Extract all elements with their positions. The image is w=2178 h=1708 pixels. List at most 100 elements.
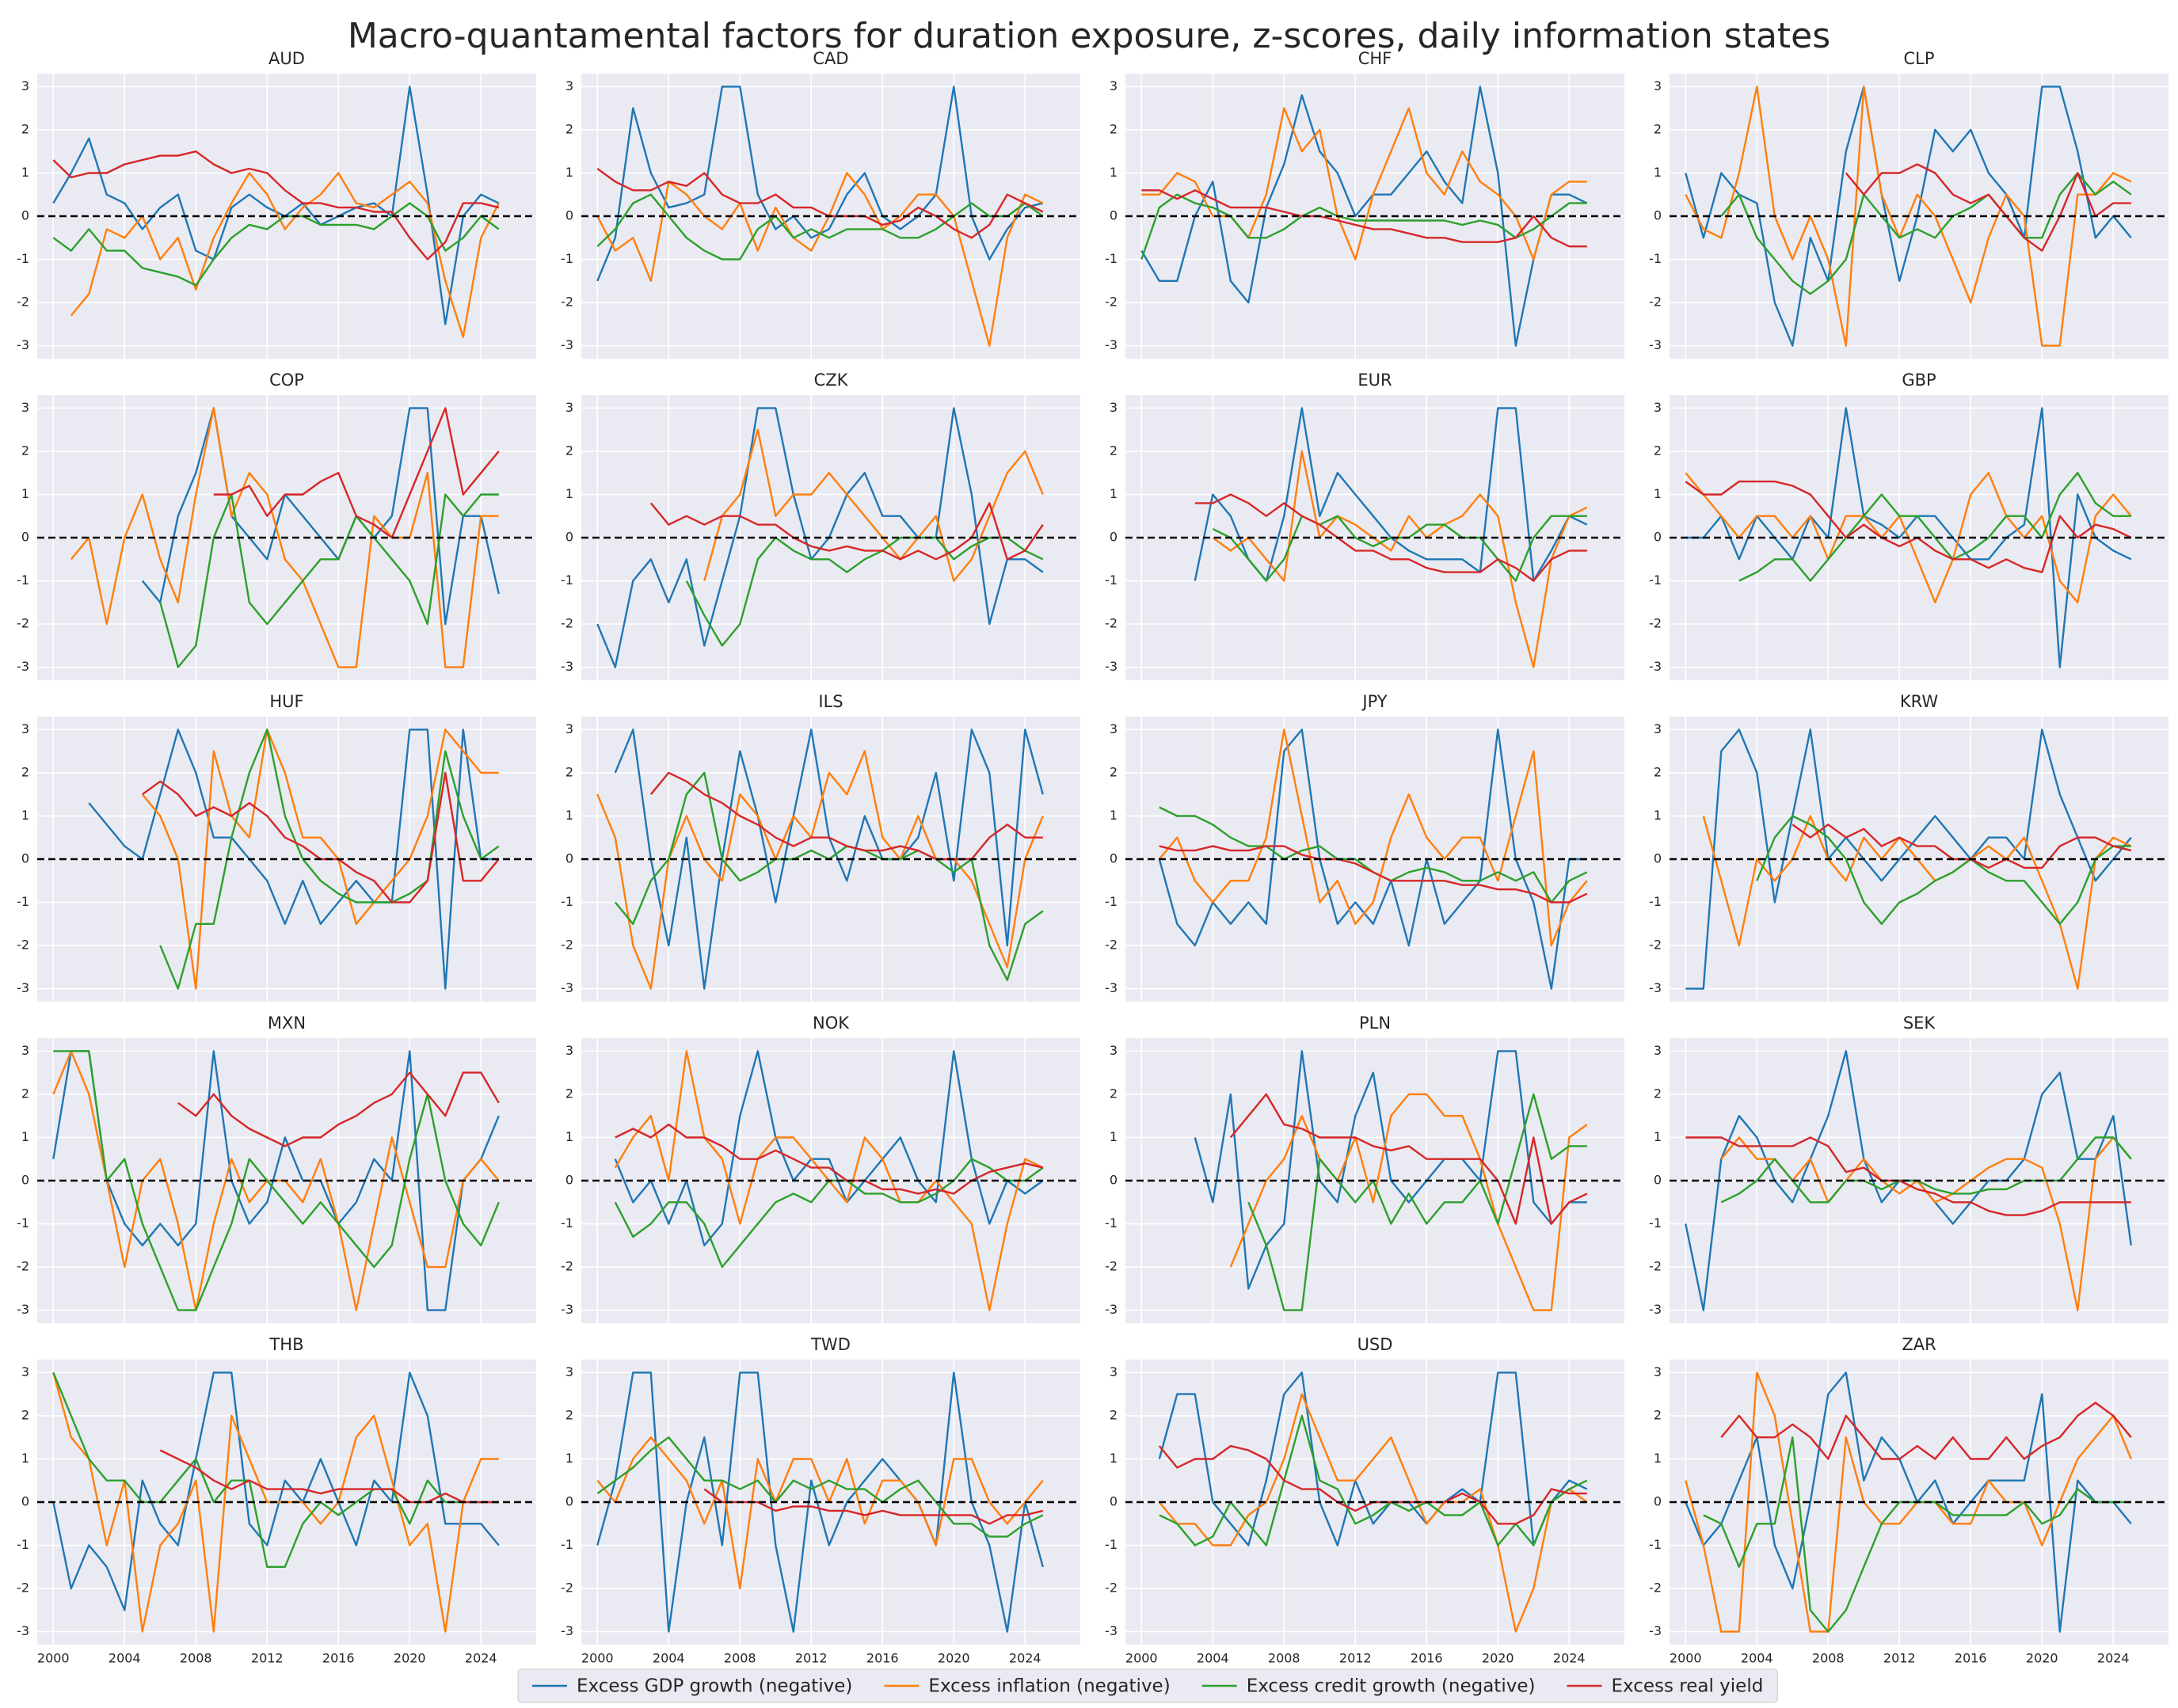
y-tick-label: 2 [21, 1086, 29, 1101]
x-tick-label: 2012 [1339, 1651, 1372, 1666]
x-tick-label: 2020 [394, 1651, 426, 1666]
series-line [1685, 407, 2132, 668]
y-tick-label: 1 [1110, 808, 1118, 823]
panel-title: GBP [1902, 371, 1936, 390]
panel: GBP -3 -2 -1 0 1 2 3 [1649, 371, 2168, 680]
y-tick-label: -1 [561, 573, 573, 588]
series-line [649, 771, 1043, 861]
x-tick-label: 2004 [1741, 1651, 1773, 1666]
y-tick-label: -3 [17, 1302, 29, 1317]
series-line [1158, 728, 1588, 947]
series-line [596, 193, 1044, 261]
series-line [596, 1371, 1044, 1633]
y-tick-label: 1 [1110, 1129, 1118, 1144]
panel: JPY -3 -2 -1 0 1 2 3 [1105, 692, 1624, 1002]
series-line [52, 150, 500, 261]
y-tick-label: -1 [17, 1537, 29, 1552]
y-tick-label: 2 [565, 764, 573, 779]
y-tick-label: 0 [1654, 208, 1662, 223]
y-tick-label: 2 [1654, 1407, 1662, 1422]
y-tick-label: -2 [1649, 1259, 1662, 1274]
panel-title: CLP [1903, 49, 1934, 68]
y-tick-label: 0 [21, 1494, 29, 1509]
y-tick-label: -1 [1105, 573, 1118, 588]
series-line [596, 1436, 1044, 1538]
x-tick-label: 2008 [724, 1651, 756, 1666]
y-tick-label: -2 [1649, 295, 1662, 310]
series-line [1720, 172, 2132, 295]
panel: USD -3 -2 -1 0 1 2 3 2000 2004 2008 2012 2016 2020 202… [1105, 1335, 1624, 1666]
y-tick-label: -2 [17, 938, 29, 953]
y-tick-label: -1 [561, 894, 573, 909]
y-tick-label: 1 [1110, 486, 1118, 501]
y-tick-label: -2 [1649, 1581, 1662, 1596]
y-tick-label: 2 [565, 1407, 573, 1422]
series-line [596, 168, 1044, 239]
series-line [213, 407, 500, 539]
x-tick-label: 2004 [1197, 1651, 1229, 1666]
series-line [1159, 845, 1588, 903]
panel-title: CAD [813, 49, 848, 68]
panel-title: KRW [1900, 692, 1939, 711]
legend: Excess GDP growth (negative) Excess infla… [517, 1668, 1778, 1703]
y-tick-label: 1 [1654, 808, 1662, 823]
series-line [1158, 1393, 1588, 1633]
series-line [52, 1050, 500, 1311]
series-line [159, 1449, 499, 1504]
panel: CZK -3 -2 -1 0 1 2 3 [561, 371, 1080, 680]
panel-title: HUF [269, 692, 303, 711]
series-line [52, 1371, 499, 1568]
y-tick-label: -2 [17, 1259, 29, 1274]
y-tick-label: 3 [1110, 721, 1118, 736]
series-line [1212, 515, 1587, 582]
series-line [1685, 480, 2132, 573]
x-tick-label: 2024 [465, 1651, 497, 1666]
y-tick-label: 0 [21, 851, 29, 866]
x-tick-label: 2016 [1411, 1651, 1443, 1666]
x-tick-label: 2024 [1009, 1651, 1041, 1666]
y-tick-label: 3 [1654, 1364, 1662, 1379]
y-tick-label: 3 [1654, 721, 1662, 736]
y-tick-label: 3 [1110, 1043, 1118, 1058]
y-tick-label: -3 [1649, 337, 1662, 352]
y-tick-label: -3 [1105, 980, 1118, 995]
y-tick-label: -3 [1649, 980, 1662, 995]
y-tick-label: 1 [1110, 165, 1118, 180]
y-tick-label: 0 [565, 851, 573, 866]
y-tick-label: 0 [1110, 851, 1118, 866]
y-tick-label: 3 [1654, 1043, 1662, 1058]
y-tick-label: 2 [1654, 443, 1662, 458]
y-tick-label: 1 [565, 1129, 573, 1144]
y-tick-label: -3 [561, 659, 573, 674]
series-line [141, 728, 499, 990]
y-tick-label: -2 [17, 1581, 29, 1596]
y-tick-label: -2 [1649, 616, 1662, 631]
panel: KRW -3 -2 -1 0 1 2 3 [1649, 692, 2168, 1002]
legend-label: Excess real yield [1611, 1676, 1763, 1697]
y-tick-label: -3 [1105, 1623, 1118, 1638]
panel-title: CHF [1358, 49, 1392, 68]
legend-label: Excess inflation (negative) [928, 1676, 1170, 1697]
series-line [1845, 163, 2131, 252]
y-tick-label: 0 [1110, 208, 1118, 223]
y-tick-label: -1 [1649, 1215, 1662, 1231]
y-tick-label: -2 [17, 295, 29, 310]
y-tick-label: -2 [17, 616, 29, 631]
y-tick-label: 3 [565, 400, 573, 415]
y-tick-label: 0 [21, 208, 29, 223]
y-tick-label: -2 [1105, 1259, 1118, 1274]
y-tick-label: 1 [1654, 1451, 1662, 1466]
panel: EUR -3 -2 -1 0 1 2 3 [1105, 371, 1624, 680]
y-tick-label: -3 [1649, 1623, 1662, 1638]
x-tick-label: 2000 [1670, 1651, 1702, 1666]
panel-title: EUR [1357, 371, 1392, 390]
y-tick-label: 3 [1654, 400, 1662, 415]
y-tick-label: -2 [561, 1259, 573, 1274]
series-line [1194, 1050, 1587, 1290]
panel-title: COP [269, 371, 304, 390]
panel-title: NOK [813, 1014, 850, 1033]
panel: CAD -3 -2 -1 0 1 2 3 [561, 49, 1080, 359]
y-tick-label: 2 [21, 1407, 29, 1422]
y-tick-label: -2 [1105, 616, 1118, 631]
